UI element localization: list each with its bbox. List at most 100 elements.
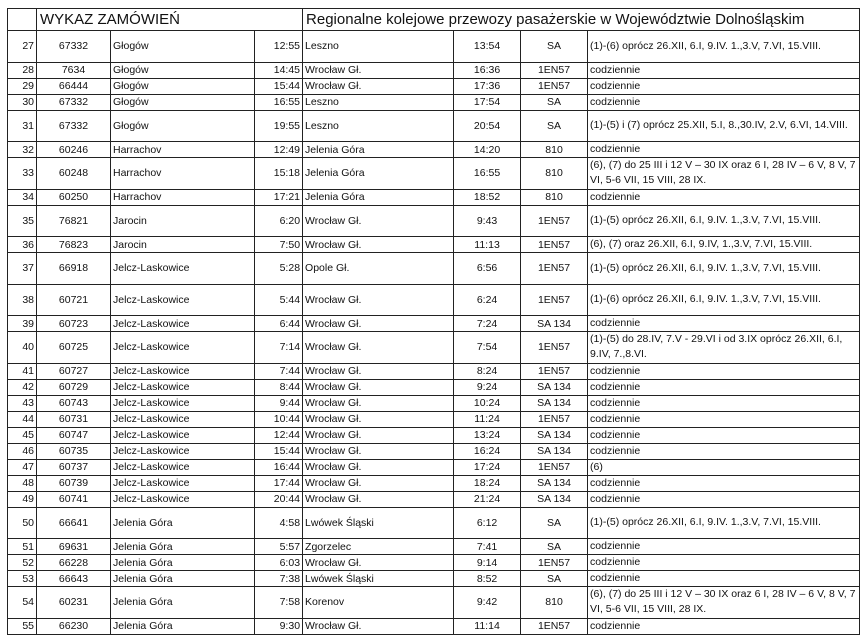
train-number: 69631 — [36, 538, 111, 555]
train-type: SA — [520, 30, 589, 63]
origin-station: Jelcz-Laskowice — [110, 490, 255, 508]
train-type: 1EN57 — [520, 554, 589, 571]
departure-time: 5:44 — [253, 283, 304, 316]
origin-station: Jelcz-Laskowice — [110, 252, 255, 285]
train-type: SA — [520, 570, 589, 587]
table-row: 52 66228 Jelenia Góra 6:03 Wrocław Gł. 9:14 1E… — [7, 554, 861, 571]
train-type: 1EN57 — [520, 617, 589, 635]
running-days: (1)-(6) oprócz 26.XII, 6.I, 9.IV. 1.,3.V… — [587, 283, 861, 316]
table-row: 34 60250 Harrachov 17:21 Jelenia Góra 18:52 81… — [7, 188, 861, 206]
train-number: 66641 — [36, 506, 111, 539]
row-number: 28 — [7, 61, 37, 79]
train-number: 60735 — [36, 442, 111, 460]
train-number: 76823 — [36, 236, 111, 253]
departure-time: 8:44 — [253, 378, 304, 396]
origin-station: Harrachov — [110, 141, 255, 158]
table-row: 30 67332 Głogów 16:55 Leszno 17:54 SA codzienni… — [7, 93, 861, 111]
origin-station: Jarocin — [110, 236, 255, 253]
origin-station: Jelenia Góra — [110, 586, 255, 619]
running-days: codziennie — [587, 141, 861, 158]
departure-time: 17:44 — [253, 474, 304, 492]
train-number: 67332 — [36, 109, 111, 142]
table-row: 45 60747 Jelcz-Laskowice 12:44 Wrocław Gł. 13… — [7, 426, 861, 444]
train-number: 60729 — [36, 378, 111, 396]
origin-station: Jarocin — [110, 204, 255, 237]
arrival-time: 8:24 — [453, 362, 522, 380]
row-number: 47 — [7, 458, 37, 476]
train-type: SA — [520, 538, 589, 555]
table-row: 43 60743 Jelcz-Laskowice 9:44 Wrocław Gł. 10:… — [7, 394, 861, 412]
table-row: 32 60246 Harrachov 12:49 Jelenia Góra 14:20 81… — [7, 141, 861, 158]
train-number: 66230 — [36, 617, 111, 635]
table-row: 55 66230 Jelenia Góra 9:30 Wrocław Gł. 11:14 1… — [7, 617, 861, 635]
origin-station: Jelcz-Laskowice — [110, 315, 255, 332]
row-number: 30 — [7, 93, 37, 111]
arrival-time: 16:36 — [453, 61, 522, 79]
train-number: 66444 — [36, 77, 111, 95]
destination-station: Jelenia Góra — [302, 188, 455, 206]
arrival-time: 13:24 — [453, 426, 522, 444]
destination-station: Wrocław Gł. — [302, 378, 455, 396]
arrival-time: 17:24 — [453, 458, 522, 476]
train-number: 60246 — [36, 141, 111, 158]
row-number: 32 — [7, 141, 37, 158]
row-number: 33 — [7, 157, 37, 190]
departure-time: 14:45 — [253, 61, 304, 79]
row-number: 40 — [7, 331, 37, 364]
train-type: 810 — [520, 157, 589, 190]
destination-station: Zgorzelec — [302, 538, 455, 555]
arrival-time: 6:24 — [453, 283, 522, 316]
row-number: 49 — [7, 490, 37, 508]
train-number: 60739 — [36, 474, 111, 492]
table-row: 53 66643 Jelenia Góra 7:38 Lwówek Śląski 8:52… — [7, 570, 861, 587]
row-number: 31 — [7, 109, 37, 142]
running-days: codziennie — [587, 538, 861, 555]
destination-station: Wrocław Gł. — [302, 490, 455, 508]
departure-time: 4:58 — [253, 506, 304, 539]
departure-time: 6:44 — [253, 315, 304, 332]
departure-time: 7:14 — [253, 331, 304, 364]
origin-station: Jelenia Góra — [110, 506, 255, 539]
arrival-time: 11:24 — [453, 410, 522, 428]
table-row: 37 66918 Jelcz-Laskowice 5:28 Opole Gł. 6:56 1… — [7, 252, 861, 285]
row-number: 37 — [7, 252, 37, 285]
destination-station: Wrocław Gł. — [302, 394, 455, 412]
destination-station: Lwówek Śląski — [302, 506, 455, 539]
train-number: 7634 — [36, 61, 111, 79]
destination-station: Korenov — [302, 586, 455, 619]
table-row: 33 60248 Harrachov 15:18 Jelenia Góra 16:55 81… — [7, 157, 861, 190]
departure-time: 7:38 — [253, 570, 304, 587]
table-row: 38 60721 Jelcz-Laskowice 5:44 Wrocław Gł. 6:2… — [7, 283, 861, 316]
departure-time: 9:30 — [253, 617, 304, 635]
departure-time: 16:55 — [253, 93, 304, 111]
row-number: 44 — [7, 410, 37, 428]
table-row: 44 60731 Jelcz-Laskowice 10:44 Wrocław Gł. 11… — [7, 410, 861, 428]
destination-station: Leszno — [302, 109, 455, 142]
row-number: 45 — [7, 426, 37, 444]
departure-time: 15:44 — [253, 77, 304, 95]
running-days: codziennie — [587, 378, 861, 396]
row-number: 42 — [7, 378, 37, 396]
train-number: 60737 — [36, 458, 111, 476]
running-days: codziennie — [587, 617, 861, 635]
origin-station: Jelcz-Laskowice — [110, 458, 255, 476]
arrival-time: 21:24 — [453, 490, 522, 508]
origin-station: Jelcz-Laskowice — [110, 474, 255, 492]
departure-time: 16:44 — [253, 458, 304, 476]
row-number: 43 — [7, 394, 37, 412]
row-number: 54 — [7, 586, 37, 619]
origin-station: Jelcz-Laskowice — [110, 331, 255, 364]
destination-station: Wrocław Gł. — [302, 426, 455, 444]
arrival-time: 18:52 — [453, 188, 522, 206]
running-days: (1)-(6) oprócz 26.XII, 6.I, 9.IV. 1.,3.V… — [587, 30, 861, 63]
destination-station: Wrocław Gł. — [302, 362, 455, 380]
train-number: 60231 — [36, 586, 111, 619]
running-days: codziennie — [587, 554, 861, 571]
departure-time: 15:18 — [253, 157, 304, 190]
table-row: 27 67332 Głogów 12:55 Leszno 13:54 SA (1)-(6) o… — [7, 30, 861, 63]
train-type: SA 134 — [520, 474, 589, 492]
train-type: 1EN57 — [520, 252, 589, 285]
table-row: 36 76823 Jarocin 7:50 Wrocław Gł. 11:13 1EN57(… — [7, 236, 861, 253]
departure-time: 7:44 — [253, 362, 304, 380]
destination-station: Wrocław Gł. — [302, 61, 455, 79]
